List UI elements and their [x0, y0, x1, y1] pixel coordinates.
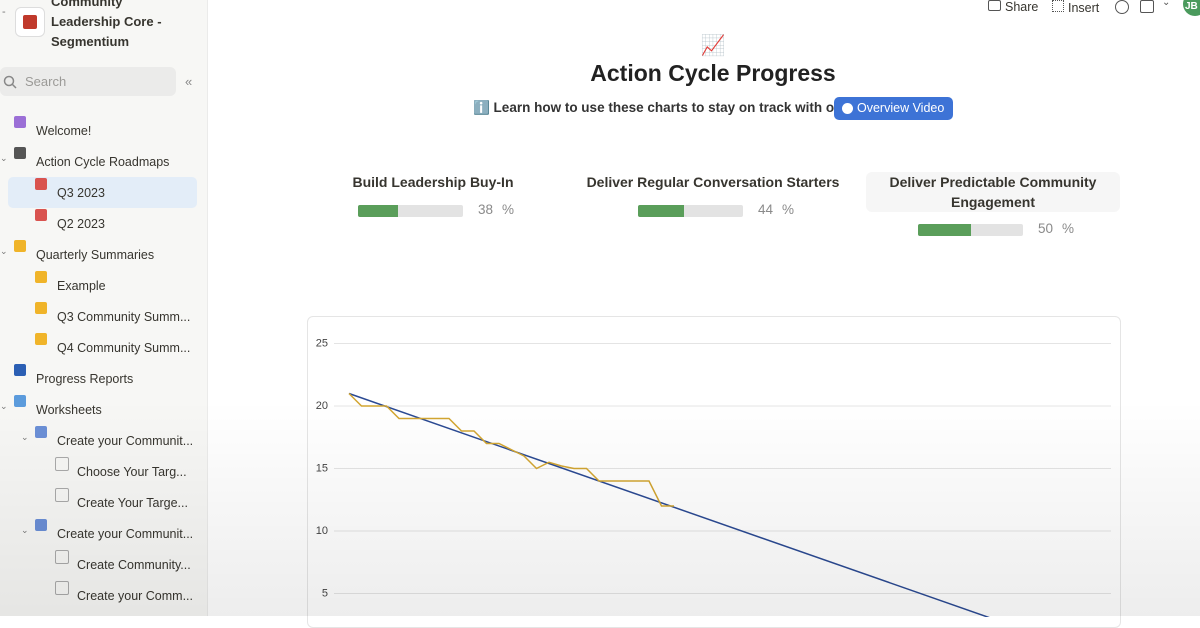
nav-icon: [14, 116, 26, 128]
progress-name: Deliver Regular Conversation Starters: [586, 174, 840, 190]
share-button[interactable]: Share: [988, 0, 1038, 14]
progress-name: Build Leadership Buy-In: [352, 174, 514, 190]
y-tick-label: 10: [316, 525, 328, 537]
progress-track: [918, 224, 1023, 236]
nav-item[interactable]: Create Community...: [77, 558, 191, 572]
nav-icon: [55, 488, 69, 502]
nav-item[interactable]: Quarterly Summaries: [36, 248, 155, 262]
page-icon: 📈: [700, 35, 726, 57]
collapse-button[interactable]: «: [185, 74, 193, 89]
chevron: ⌄: [0, 153, 8, 163]
nav-item[interactable]: Welcome!: [36, 124, 92, 138]
progress-bar: [918, 224, 971, 236]
chevron: ⌄: [21, 525, 29, 535]
workspace-name: Community Leadership Core - Segmentium: [51, 0, 162, 49]
progress-name: Deliver Predictable Community Engagement: [889, 174, 1097, 210]
y-tick-label: 20: [316, 400, 328, 412]
nav-item[interactable]: Choose Your Targ...: [77, 465, 187, 479]
chart: 5 10 15 20 25: [316, 337, 1111, 628]
nav-item[interactable]: Create your Communit...: [57, 434, 194, 448]
avatar[interactable]: JB: [1183, 0, 1200, 16]
settings-icon[interactable]: [1115, 0, 1129, 14]
workspace-icon: [15, 7, 45, 37]
video-button[interactable]: Overview Video: [834, 97, 953, 120]
chevron: ⌄: [0, 246, 8, 256]
nav-item[interactable]: Create your Comm...: [77, 589, 194, 603]
chevron: ⌄: [21, 432, 29, 442]
dropdown-icon[interactable]: ⌄: [1162, 0, 1171, 8]
nav-item[interactable]: Worksheets: [36, 403, 102, 417]
nav-icon: [14, 395, 26, 407]
progress-track: [358, 205, 463, 217]
nav-icon: [35, 426, 47, 438]
nav-item[interactable]: Action Cycle Roadmaps: [36, 155, 170, 169]
nav-icon: [35, 209, 47, 221]
series-line: [348, 392, 1022, 628]
page-title: Action Cycle Progress: [590, 60, 836, 86]
progress-unit: %: [782, 202, 795, 217]
progress-unit: %: [502, 202, 515, 217]
nav-icon: [35, 178, 47, 190]
y-tick-label: 25: [316, 337, 328, 349]
nav-item[interactable]: Create Your Targe...: [77, 496, 188, 510]
y-tick-label: 15: [316, 462, 328, 474]
nav-item[interactable]: Create your Communit...: [57, 527, 194, 541]
nav-icon: [14, 147, 26, 159]
nav-item[interactable]: Q3 2023: [57, 186, 105, 200]
progress-value: 44: [758, 202, 774, 217]
sidebar: - Community Leadership Core - Segmentium…: [0, 0, 208, 616]
progress-value: 50: [1038, 221, 1054, 236]
comments-icon[interactable]: [1140, 0, 1154, 13]
progress-bar: [638, 205, 685, 217]
nav-icon: [55, 457, 69, 471]
share-label: Share: [1005, 0, 1039, 14]
nav-item[interactable]: Progress Reports: [36, 372, 134, 386]
progress-value: 38: [478, 202, 494, 217]
progress-unit: %: [1062, 221, 1075, 236]
y-tick-label: 5: [322, 587, 328, 599]
nav-icon: [14, 240, 26, 252]
nav-icon: [35, 333, 47, 345]
search-icon: [3, 75, 17, 89]
nav-item[interactable]: Example: [57, 279, 106, 293]
search-box[interactable]: Search: [0, 67, 176, 96]
series-line: [348, 392, 674, 507]
nav-item[interactable]: Q4 Community Summ...: [57, 341, 191, 355]
progress-track: [638, 205, 743, 217]
nav-icon: [35, 271, 47, 283]
collapse-mark: -: [2, 6, 6, 18]
nav-icon: [14, 364, 26, 376]
intro-text: ℹ️ Learn how to use these charts to stay…: [473, 100, 848, 115]
nav-icon: [55, 550, 69, 564]
nav-item[interactable]: Q3 Community Summ...: [57, 310, 191, 324]
progress-bar: [358, 205, 398, 217]
chart-card: 5 10 15 20 25: [307, 316, 1121, 628]
nav-item[interactable]: Q2 2023: [57, 217, 105, 231]
nav-icon: [35, 302, 47, 314]
insert-label: Insert: [1068, 1, 1100, 15]
video-button-label: Overview Video: [857, 101, 945, 115]
nav-icon: [35, 519, 47, 531]
card-highlight: [866, 172, 1120, 212]
nav-icon: [55, 581, 69, 595]
insert-button[interactable]: Insert: [1052, 0, 1099, 15]
chevron: ⌄: [0, 401, 8, 411]
search-placeholder: Search: [25, 74, 67, 89]
